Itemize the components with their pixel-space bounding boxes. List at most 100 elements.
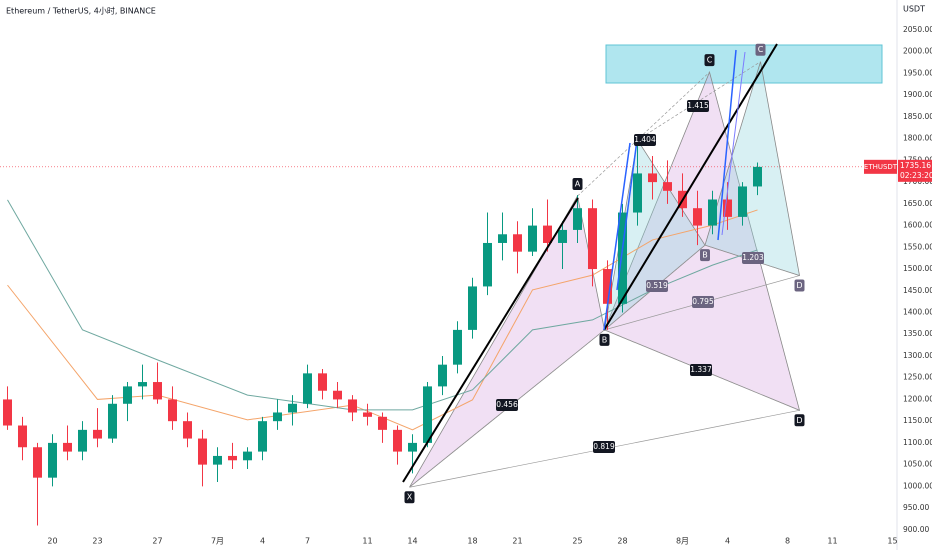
- candle-body: [123, 386, 132, 404]
- ratio-label: 0.819: [593, 442, 615, 451]
- candle-body: [648, 173, 657, 183]
- point-label-box: [599, 333, 610, 346]
- candle-body: [753, 166, 762, 187]
- candle-body: [438, 364, 447, 387]
- y-tick-label: 1600.00: [903, 221, 932, 230]
- ratio-box: [646, 280, 668, 292]
- point-label-box: [794, 414, 805, 427]
- candle-body: [423, 386, 432, 443]
- candle-body: [33, 447, 42, 478]
- trend-line: [603, 142, 631, 331]
- trend-line: [717, 49, 737, 241]
- point-label: D: [796, 416, 802, 425]
- ratio-box: [687, 100, 709, 112]
- ratio-box: [692, 296, 714, 308]
- y-tick-label: 1800.00: [903, 134, 932, 143]
- candle-body: [663, 182, 672, 191]
- ratio-box: [593, 441, 615, 453]
- y-tick-label: 1650.00: [903, 199, 932, 208]
- x-tick-label: 28: [617, 537, 627, 546]
- candle-body: [348, 399, 357, 413]
- ratio-label: 0.519: [646, 281, 668, 290]
- y-tick-label: 1050.00: [903, 460, 932, 469]
- y-tick-label: 1100.00: [903, 438, 932, 447]
- ratio-label: 1.404: [634, 135, 656, 144]
- ratio-box: [742, 252, 764, 264]
- last-price-label: 1735.16: [900, 161, 931, 170]
- candle-body: [138, 382, 147, 387]
- ratio-label: 0.795: [692, 297, 714, 306]
- x-tick-label: 23: [92, 537, 102, 546]
- candle-body: [453, 329, 462, 365]
- candle-body: [168, 399, 177, 422]
- y-tick-label: 1000.00: [903, 481, 932, 490]
- candle-body: [483, 242, 492, 287]
- labels: X A B C D B C D 0.456 0.819 1.337 1.404 1.415 0.519 0.…: [404, 43, 805, 504]
- candle-body: [498, 234, 507, 243]
- candle-body: [303, 373, 312, 404]
- chart-title: Ethereum / TetherUS, 4小时, BINANCE: [6, 6, 156, 16]
- candle-body: [363, 412, 372, 417]
- y-tick-label: 1400.00: [903, 308, 932, 317]
- point-label-box: [404, 491, 415, 504]
- y-tick-label: 1950.00: [903, 68, 932, 77]
- candle-body: [183, 421, 192, 439]
- candle-body: [228, 455, 237, 461]
- candle-body: [333, 390, 342, 400]
- candle-body: [588, 208, 597, 270]
- y-tick-label: 1550.00: [903, 242, 932, 251]
- candle-body: [528, 225, 537, 252]
- y-tick-label: 1850.00: [903, 112, 932, 121]
- candle-body: [393, 429, 402, 452]
- point-label: B: [702, 251, 708, 260]
- candle-body: [618, 212, 627, 304]
- x-tick-label: 14: [407, 537, 417, 546]
- point-label-box: [572, 178, 583, 191]
- price-tag: [898, 159, 932, 182]
- point-label: B: [602, 335, 608, 344]
- y-tick-label: 1500.00: [903, 264, 932, 273]
- x-tick-label: 25: [572, 537, 582, 546]
- candle-body: [78, 429, 87, 452]
- candle-body: [723, 199, 732, 217]
- y-tick-label: 1150.00: [903, 416, 932, 425]
- point-label-box: [755, 43, 766, 56]
- ratio-box: [634, 134, 656, 146]
- y-tick-label: 1300.00: [903, 351, 932, 360]
- candle-body: [693, 208, 702, 226]
- point-label: A: [575, 180, 581, 189]
- candle-body: [48, 442, 57, 478]
- candle-body: [318, 373, 327, 391]
- x-tick-label: 8: [785, 537, 790, 546]
- candle-body: [408, 442, 417, 452]
- point-label: C: [758, 45, 764, 54]
- candle-body: [93, 429, 102, 439]
- symbol-tag: [864, 159, 897, 174]
- moving-average: [7, 209, 758, 431]
- candle-body: [258, 421, 267, 452]
- y-tick-label: 2000.00: [903, 47, 932, 56]
- candle-body: [108, 403, 117, 439]
- x-tick-label: 7: [305, 537, 310, 546]
- ratio-box: [690, 364, 712, 376]
- candle-body: [63, 442, 72, 452]
- candle-body: [243, 451, 252, 461]
- candle-body: [153, 382, 162, 400]
- point-label: D: [796, 281, 802, 290]
- trend-lines: [402, 43, 778, 483]
- x-tick-label: 15: [887, 537, 897, 546]
- point-label-box: [794, 279, 805, 292]
- x-tick-label: 11: [827, 537, 837, 546]
- y-tick-label: 2050.00: [903, 25, 932, 34]
- x-tick-label: 8月: [676, 537, 689, 546]
- candle-body: [558, 229, 567, 243]
- candle-body: [708, 199, 717, 226]
- plot-area: [0, 142, 897, 526]
- point-label: C: [707, 56, 713, 65]
- candle-body: [603, 269, 612, 304]
- point-label: X: [407, 493, 413, 502]
- x-tick-label: 21: [512, 537, 522, 546]
- candle-body: [513, 234, 522, 252]
- symbol-label: ETHUSDT: [864, 163, 898, 171]
